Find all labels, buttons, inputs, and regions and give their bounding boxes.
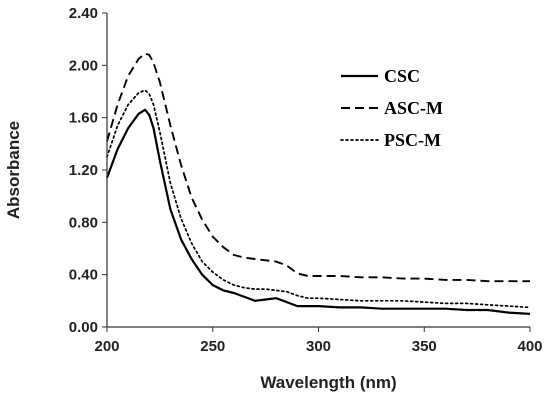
series-line-psc-m [106,89,531,309]
x-axis-title: Wavelength (nm) [260,373,396,392]
y-tick-label: 2.40 [69,5,98,22]
series-line-csc [105,108,531,315]
plot-area [105,52,531,315]
y-tick-label: 1.20 [69,162,98,179]
y-tick-label: 0.80 [69,214,98,231]
tick-labels: 0.00 0.40 0.80 1.20 1.60 2.00 2.40 200 250 300 350… [69,5,543,355]
x-tick-label: 250 [200,338,225,355]
x-tick-label: 350 [412,338,437,355]
legend-label: PSC-M [384,130,441,150]
x-tick-label: 300 [306,338,331,355]
y-tick-label: 0.40 [69,267,98,284]
legend-label: ASC-M [384,98,443,118]
legend: CSC ASC-M PSC-M [340,66,443,150]
y-tick-label: 2.00 [69,57,98,74]
x-tick-label: 200 [94,338,119,355]
legend-label: CSC [384,66,420,86]
series-line-asc-m [106,52,530,283]
y-axis-title: Absorbance [4,121,23,219]
y-tick-label: 1.60 [69,110,98,127]
axes [102,12,531,332]
y-tick-label: 0.00 [69,319,98,336]
x-tick-label: 400 [517,338,542,355]
